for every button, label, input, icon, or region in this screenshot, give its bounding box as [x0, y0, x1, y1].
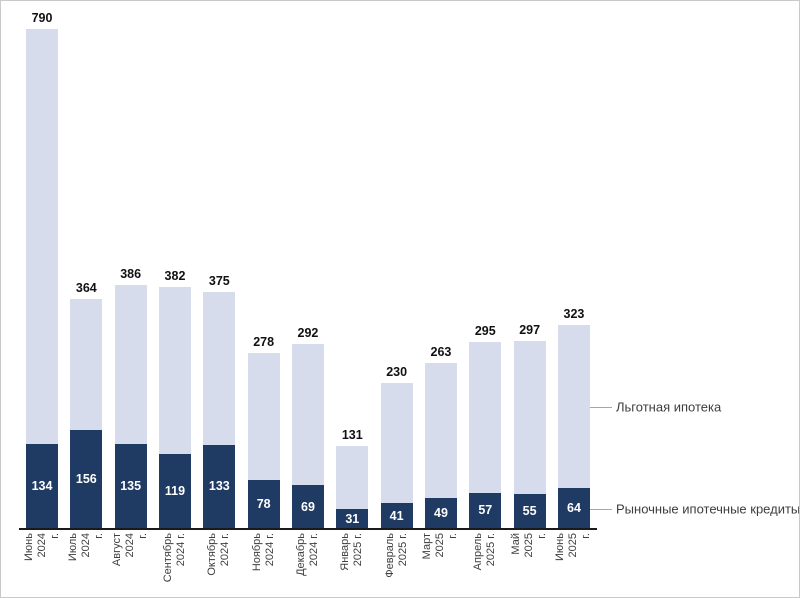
bar-segment-market [203, 444, 236, 529]
bar-segment-subsidized [336, 446, 369, 510]
bar-segment-subsidized [380, 383, 413, 504]
bar-segment-market [336, 509, 369, 529]
bar-market-value-label: 119 [164, 483, 186, 498]
x-axis-label: Май 2025 г. [510, 533, 549, 558]
bar-market-value-label: 64 [567, 501, 581, 516]
bar-market-value-label: 41 [389, 508, 404, 523]
bar-segment-market [26, 444, 58, 529]
x-axis-label: Ноябрь 2024 г. [250, 533, 276, 572]
bar-total-label: 131 [341, 428, 363, 443]
x-axis-label: Июль 2024 г. [66, 533, 105, 562]
x-axis-label: Февраль 2025 г. [383, 533, 409, 578]
bar-market-value-label: 135 [120, 478, 142, 493]
x-axis-label: Март 2025 г. [421, 533, 460, 560]
bar-segment-subsidized [114, 284, 147, 444]
bar-total-label: 323 [563, 306, 585, 321]
bar-total-label: 263 [430, 344, 452, 359]
bar-market-value-label: 156 [75, 472, 97, 487]
bar-market-value-label: 69 [301, 499, 315, 514]
bar-total-label: 278 [253, 335, 275, 350]
bar-segment-market [247, 479, 280, 529]
x-axis-label: Январь 2025 г. [339, 533, 365, 571]
x-axis-label: Декабрь 2024 г. [294, 533, 320, 576]
x-axis-label: Апрель 2025 г. [472, 533, 498, 571]
bar-segment-market [158, 453, 191, 529]
bar-segment-subsidized [26, 28, 58, 445]
bar-total-label: 386 [120, 266, 142, 281]
x-axis-label: Июнь 2024 г. [22, 533, 61, 561]
bar-market-value-label: 55 [522, 504, 537, 519]
bar-market-value-label: 133 [208, 479, 230, 494]
bar-segment-market [513, 494, 546, 529]
bar-segment-subsidized [291, 344, 324, 486]
x-axis-label: Октябрь 2024 г. [206, 533, 232, 576]
bar-segment-market [557, 488, 590, 529]
bar-segment-market [424, 497, 457, 529]
x-axis-label: Август 2024 г. [111, 533, 150, 567]
legend-leader-line-subsidized [590, 406, 612, 408]
bar-segment-market [291, 485, 324, 529]
bar-segment-subsidized [158, 287, 191, 454]
bar-segment-subsidized [70, 298, 103, 431]
bar-total-label: 295 [474, 324, 496, 339]
legend-label-subsidized: Льготная ипотека [616, 399, 722, 414]
bar-total-label: 292 [297, 326, 319, 341]
bar-market-value-label: 134 [31, 479, 53, 494]
bar-segment-market [469, 492, 502, 529]
bar-segment-subsidized [469, 342, 502, 493]
bar-segment-market [70, 430, 103, 529]
bar-market-value-label: 49 [434, 505, 448, 520]
bar-market-value-label: 31 [345, 511, 360, 526]
bar-total-label: 790 [31, 10, 53, 25]
bar-segment-subsidized [557, 324, 590, 489]
bar-total-label: 364 [75, 280, 97, 295]
bar-total-label: 230 [386, 365, 408, 380]
x-axis-label: Июнь 2025 г. [554, 533, 593, 561]
x-axis-label: Сентябрь 2024 г. [161, 533, 187, 583]
bar-market-value-label: 57 [478, 503, 493, 518]
bar-segment-subsidized [247, 353, 280, 480]
bar-total-label: 382 [164, 269, 186, 284]
bar-segment-subsidized [513, 340, 546, 495]
legend-leader-line-market [590, 508, 612, 510]
bar-total-label: 297 [519, 322, 541, 337]
bar-market-value-label: 78 [256, 496, 271, 511]
bar-segment-market [380, 503, 413, 529]
x-axis-line [19, 528, 597, 530]
legend-label-market: Рыночные ипотечные кредиты [616, 501, 800, 517]
bar-segment-market [114, 443, 147, 529]
bar-segment-subsidized [203, 291, 236, 445]
bar-segment-subsidized [424, 362, 457, 498]
bar-total-label: 375 [208, 273, 230, 288]
